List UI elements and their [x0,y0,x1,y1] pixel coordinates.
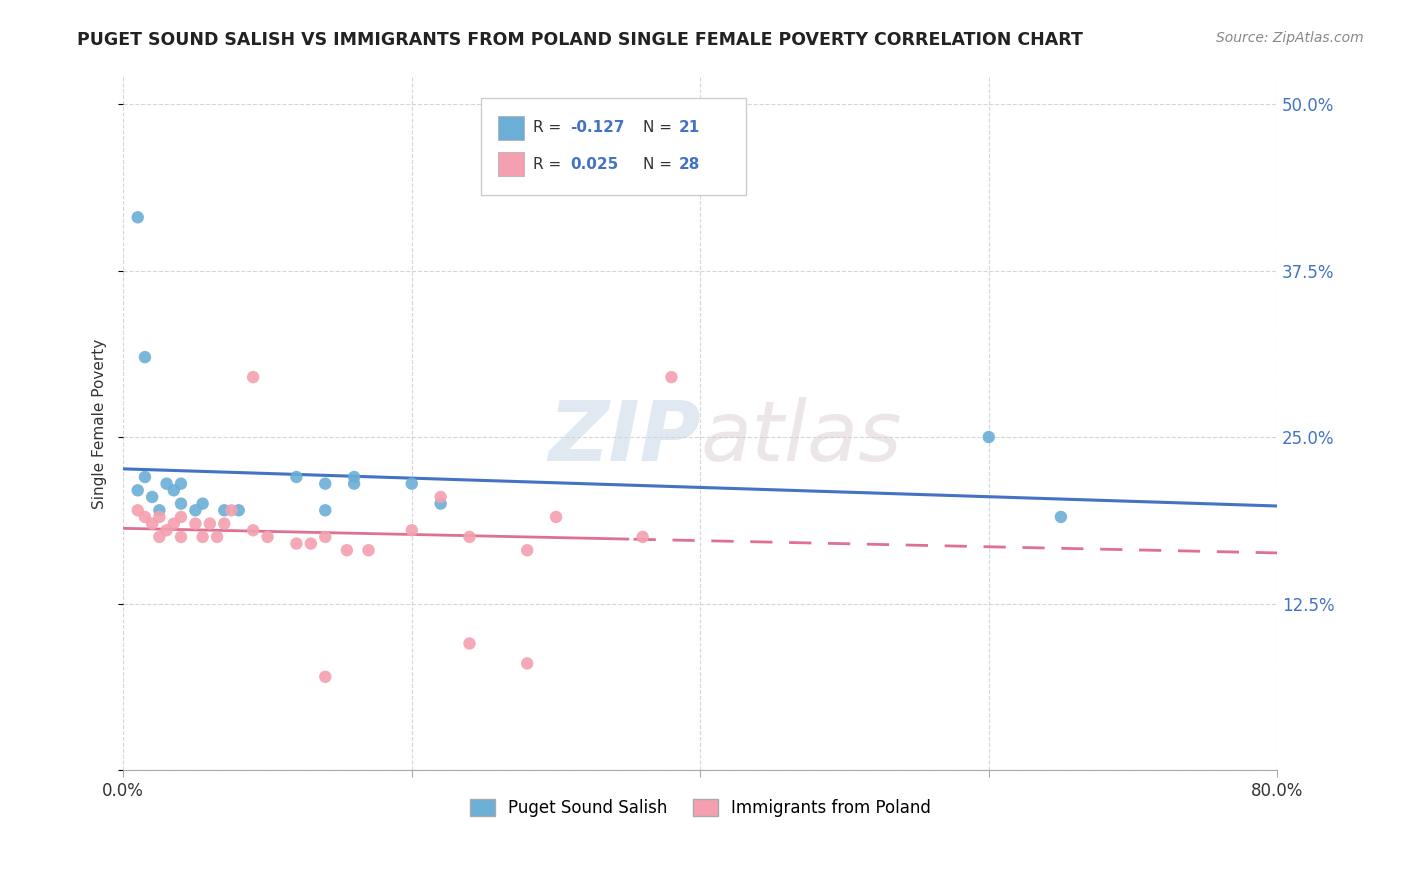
Point [214,503,236,517]
Point [163,483,186,498]
Point [314,503,336,517]
Point [141,516,163,531]
Point [198,516,221,531]
Y-axis label: Single Female Poverty: Single Female Poverty [93,339,107,508]
Point [357,543,380,558]
Point [191,530,214,544]
Point [191,497,214,511]
FancyBboxPatch shape [498,152,523,176]
Point [127,503,149,517]
Point [299,536,322,550]
Point [127,211,149,225]
Text: 21: 21 [678,120,700,136]
Point [516,543,538,558]
Point [134,470,156,484]
Point [429,497,451,511]
Point [155,523,177,537]
Point [170,510,193,524]
Point [221,503,243,517]
Point [661,370,683,384]
Point [343,476,366,491]
Point [170,530,193,544]
Point [1050,510,1073,524]
Point [228,503,250,517]
Text: -0.127: -0.127 [569,120,624,136]
Point [401,476,423,491]
Point [429,490,451,504]
Point [336,543,359,558]
Point [256,530,278,544]
Point [242,370,264,384]
Point [314,476,336,491]
Text: N =: N = [643,156,676,171]
Point [977,430,1000,444]
Point [184,516,207,531]
Point [242,523,264,537]
Point [285,470,308,484]
Point [155,476,177,491]
Point [148,503,170,517]
Text: PUGET SOUND SALISH VS IMMIGRANTS FROM POLAND SINGLE FEMALE POVERTY CORRELATION C: PUGET SOUND SALISH VS IMMIGRANTS FROM PO… [77,31,1083,49]
Point [458,636,481,650]
Point [314,670,336,684]
Point [631,530,654,544]
Text: 0.025: 0.025 [569,156,619,171]
Point [458,530,481,544]
Text: Source: ZipAtlas.com: Source: ZipAtlas.com [1216,31,1364,45]
Text: 28: 28 [678,156,700,171]
Point [141,490,163,504]
Text: N =: N = [643,120,676,136]
Point [127,483,149,498]
Point [205,530,228,544]
FancyBboxPatch shape [498,116,523,140]
Point [163,516,186,531]
Text: atlas: atlas [700,397,901,478]
Point [285,536,308,550]
Point [516,657,538,671]
Point [544,510,567,524]
Point [134,350,156,364]
FancyBboxPatch shape [481,98,747,195]
Point [401,523,423,537]
Point [134,510,156,524]
Text: R =: R = [533,120,567,136]
Text: R =: R = [533,156,567,171]
Point [170,476,193,491]
Point [343,470,366,484]
Point [214,516,236,531]
Point [148,510,170,524]
Point [170,497,193,511]
Point [148,530,170,544]
Point [184,503,207,517]
Legend: Puget Sound Salish, Immigrants from Poland: Puget Sound Salish, Immigrants from Pola… [463,792,938,824]
Point [314,530,336,544]
Text: ZIP: ZIP [548,397,700,478]
